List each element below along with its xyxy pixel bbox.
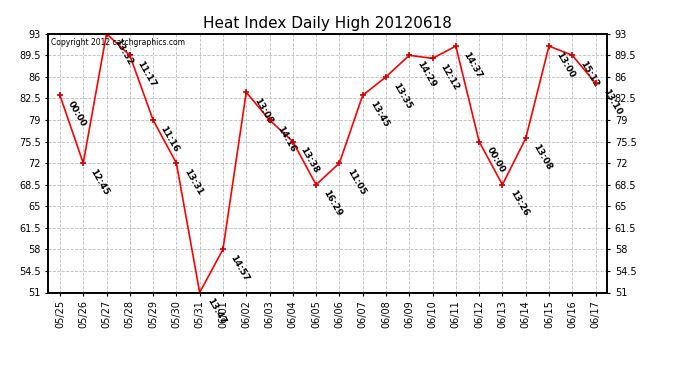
Text: 12:45: 12:45 (89, 167, 111, 197)
Text: 14:57: 14:57 (228, 254, 250, 283)
Text: Copyright 2012 catchgraphics.com: Copyright 2012 catchgraphics.com (51, 38, 185, 46)
Text: 16:29: 16:29 (322, 189, 344, 218)
Text: 13:47: 13:47 (205, 297, 228, 326)
Text: 00:00: 00:00 (66, 99, 88, 128)
Text: 11:16: 11:16 (159, 124, 181, 153)
Text: 13:08: 13:08 (252, 96, 274, 126)
Text: 14:37: 14:37 (462, 50, 484, 80)
Text: 13:10: 13:10 (601, 87, 623, 116)
Text: 14:16: 14:16 (275, 124, 297, 154)
Text: 13:32: 13:32 (112, 38, 134, 67)
Text: 13:38: 13:38 (298, 146, 320, 175)
Text: 13:00: 13:00 (555, 50, 577, 79)
Text: 15:12: 15:12 (578, 60, 600, 89)
Text: 11:17: 11:17 (135, 60, 157, 89)
Text: 13:31: 13:31 (182, 167, 204, 196)
Text: 13:08: 13:08 (531, 142, 553, 172)
Text: 13:35: 13:35 (391, 81, 413, 110)
Text: 14:29: 14:29 (415, 60, 437, 89)
Text: 13:26: 13:26 (508, 189, 530, 218)
Text: 00:00: 00:00 (484, 146, 506, 175)
Text: 13:45: 13:45 (368, 99, 391, 129)
Text: 12:12: 12:12 (438, 63, 460, 92)
Text: 11:05: 11:05 (345, 167, 367, 196)
Title: Heat Index Daily High 20120618: Heat Index Daily High 20120618 (204, 16, 452, 31)
